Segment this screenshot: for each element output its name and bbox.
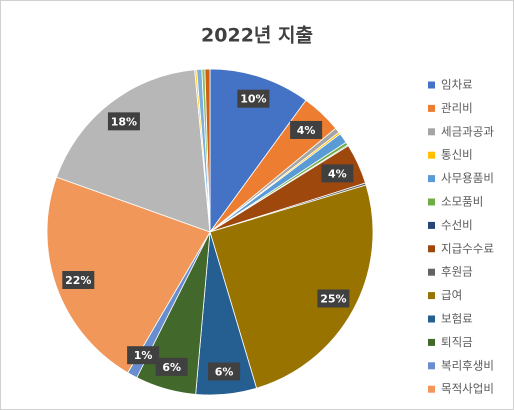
data-label-box: [237, 89, 270, 108]
data-label: 6%: [155, 357, 188, 376]
chart-title: 2022년 지출: [201, 25, 313, 47]
data-label: 18%: [107, 112, 140, 131]
pie-slice: [55, 69, 211, 233]
data-label-text: 6%: [215, 365, 234, 378]
legend-label: 세금과공과: [441, 124, 494, 138]
data-label: 1%: [127, 346, 160, 365]
legend-swatch: [428, 292, 435, 300]
legend-label: 임차료: [441, 78, 473, 92]
legend-label: 복리후생비: [441, 358, 494, 372]
legend-swatch: [428, 104, 435, 112]
pie-slice: [46, 176, 211, 374]
pie-slice: [209, 68, 307, 234]
data-label: 6%: [208, 362, 241, 381]
data-label-text: 4%: [297, 124, 316, 137]
legend-swatch: [428, 268, 435, 276]
legend-label: 지급수수료: [441, 241, 494, 255]
legend-label: 수선비: [441, 218, 473, 232]
legend-label: 사무용품비: [441, 171, 494, 185]
legend-swatch: [428, 315, 435, 323]
legend-label: 소모품비: [441, 195, 483, 209]
legend-swatch: [428, 245, 435, 253]
data-label-box: [155, 357, 188, 376]
data-label-box: [107, 112, 140, 131]
legend-swatch: [428, 128, 435, 136]
legend-swatch: [428, 362, 435, 370]
legend-label: 목적사업비: [441, 382, 494, 396]
legend-label: 보험료: [441, 312, 473, 326]
data-label-box: [208, 362, 241, 381]
data-label-box: [321, 164, 354, 183]
legend-swatch: [428, 151, 435, 159]
data-label-box: [290, 120, 323, 139]
legend-swatch: [428, 385, 435, 393]
legend-swatch: [428, 221, 435, 229]
data-label-text: 18%: [111, 115, 137, 128]
pie-slice: [204, 68, 211, 233]
data-label: 4%: [321, 164, 354, 183]
legend-swatch: [428, 198, 435, 206]
legend-label: 관리비: [441, 101, 473, 115]
data-label-text: 1%: [134, 349, 153, 362]
legend-label: 급여: [441, 288, 462, 302]
data-label-text: 4%: [328, 167, 347, 180]
data-label-box: [62, 270, 95, 289]
legend-swatch: [428, 338, 435, 346]
data-label-text: 6%: [162, 361, 181, 374]
data-label: 4%: [290, 120, 323, 139]
legend-swatch: [428, 81, 435, 89]
data-label-box: [317, 289, 350, 308]
data-label-text: 10%: [240, 93, 266, 106]
data-label: 10%: [237, 89, 270, 108]
data-label-text: 25%: [320, 292, 346, 305]
data-label: 25%: [317, 289, 350, 308]
data-label-box: [127, 346, 160, 365]
legend-swatch: [428, 175, 435, 183]
data-label: 22%: [62, 270, 95, 289]
pie-slice: [209, 184, 374, 389]
legend-label: 통신비: [441, 148, 473, 162]
legend-label: 퇴직금: [441, 335, 473, 349]
legend-label: 후원금: [441, 265, 473, 279]
data-label-text: 22%: [65, 274, 91, 287]
